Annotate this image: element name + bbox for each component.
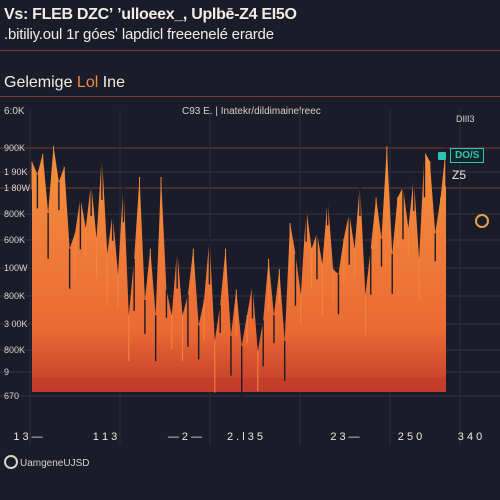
y-tick-label: 9	[4, 367, 9, 377]
y-tick-label: 1 90K	[4, 167, 28, 177]
legend-badge[interactable]: DO/S	[450, 148, 485, 163]
panel-title-tail: Ine	[98, 74, 125, 91]
panel-title-main: Gelemige	[4, 74, 77, 91]
y-tick-label: 900K	[4, 143, 25, 153]
panel-title-accent: Lol	[76, 74, 99, 91]
divider	[0, 50, 500, 51]
x-tick-label: 2 . l 3 5	[227, 431, 263, 443]
divider	[0, 96, 500, 97]
page-subtitle: .bitiliy.oul 1r góesʼ lapdicl freeenelé …	[4, 26, 274, 43]
x-tick-label: 2 5 0	[398, 431, 422, 443]
x-tick-label: 1 1 3	[93, 431, 117, 443]
y-tick-label: 100W	[4, 263, 28, 273]
y-tick-label: 800K	[4, 345, 25, 355]
currency-icon	[4, 455, 18, 469]
y-tick-label: 3 00K	[4, 319, 28, 329]
stat-left: 6:0K	[4, 106, 25, 117]
x-tick-label: 2 3 —	[330, 431, 359, 443]
panel-title: Gelemige Lol Ine	[4, 74, 125, 92]
y-tick-label: 600K	[4, 235, 25, 245]
x-tick-label: 3 4 0	[458, 431, 482, 443]
page-title: Vs: FLEB DZCʼ ʼulloeex_, Uplbē-Z4 EI5O	[4, 6, 297, 23]
zoom-icon[interactable]	[475, 214, 489, 228]
y-tick-label: 800K	[4, 291, 25, 301]
footer-ticker: UamgeneUJSD	[20, 458, 90, 469]
legend-note: Z5	[452, 168, 467, 182]
area-series	[32, 146, 446, 392]
y-tick-label: 670	[4, 391, 19, 401]
stat-center: C93 E. | Inatekr/dildimainelreec	[182, 106, 321, 117]
legend-swatch	[438, 152, 446, 160]
x-tick-label: 1 3 —	[13, 431, 42, 443]
legend-label: DIlI3	[456, 114, 475, 124]
y-tick-label: 1 80W	[4, 183, 31, 193]
x-tick-label: — 2 —	[168, 431, 202, 443]
y-tick-label: 800K	[4, 209, 25, 219]
baseline-band	[32, 378, 446, 392]
